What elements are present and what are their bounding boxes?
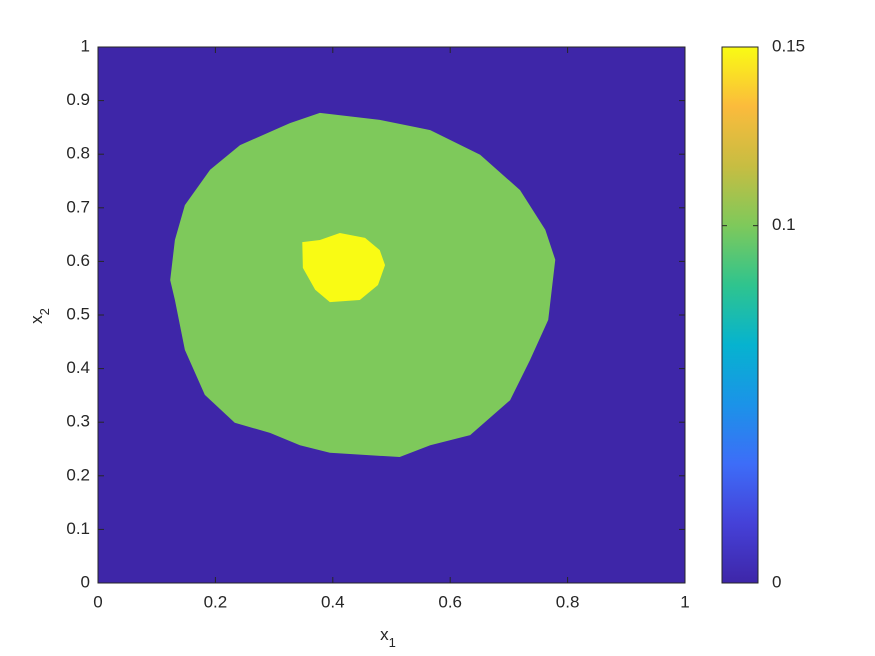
y-label-base: x [27, 315, 46, 324]
x-tick-label: 0.2 [204, 592, 228, 611]
x-tick-label: 0.4 [321, 592, 345, 611]
y-tick-label: 0.7 [66, 197, 90, 216]
x-label-sub: 1 [389, 635, 396, 650]
y-tick-label: 0.8 [66, 144, 90, 163]
colorbar-tick-label: 0.15 [772, 36, 805, 55]
y-axis-label: x2 [27, 308, 52, 324]
y-tick-label: 0.6 [66, 251, 90, 270]
y-tick-label: 0.2 [66, 465, 90, 484]
x-tick-label: 0.8 [556, 592, 580, 611]
x-label-base: x [380, 625, 389, 644]
colorbar [721, 46, 759, 584]
x-axis-label: x1 [380, 625, 396, 650]
colorbar-tick-label: 0.1 [772, 215, 796, 234]
y-tick-label: 0.3 [66, 412, 90, 431]
y-tick-label: 0.9 [66, 90, 90, 109]
region [302, 232, 386, 303]
plot-area [98, 47, 685, 583]
y-tick-label: 0 [81, 572, 90, 591]
y-tick-label: 0.4 [66, 358, 90, 377]
x-tick-label: 0.6 [438, 592, 462, 611]
y-tick-label: 0.5 [66, 304, 90, 323]
x-tick-label: 0 [93, 592, 102, 611]
y-tick-label: 1 [81, 36, 90, 55]
y-label-sub: 2 [37, 308, 52, 315]
x-tick-label: 1 [680, 592, 689, 611]
colorbar-tick-label: 0 [772, 572, 781, 591]
y-tick-label: 0.1 [66, 519, 90, 538]
